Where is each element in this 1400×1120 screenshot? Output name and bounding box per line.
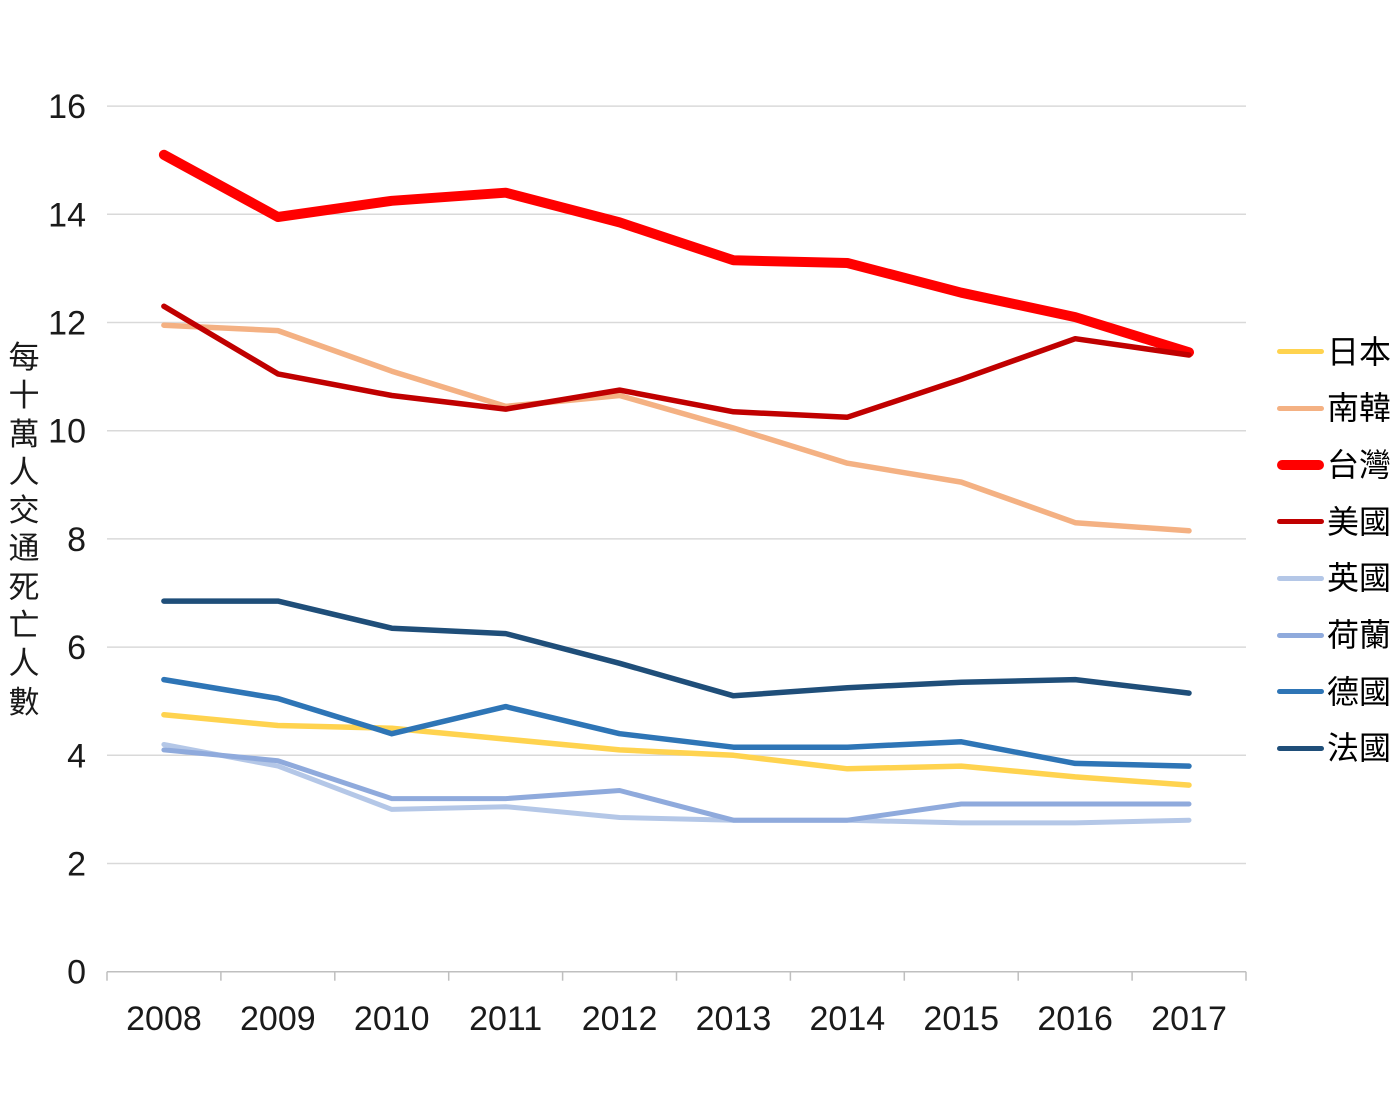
- series-line-uk: [161, 742, 1192, 826]
- x-tick-label: 2013: [696, 1000, 772, 1038]
- y-tick-label: 8: [67, 521, 86, 559]
- x-tick-label: 2014: [810, 1000, 886, 1038]
- x-axis-labels: 2008 2009 2010 2011 2012 2013 2014 2015 2016 2017: [126, 1000, 1227, 1038]
- x-tick-label: 2012: [582, 1000, 658, 1038]
- y-axis-title-char: 十: [8, 378, 40, 414]
- series-line-france: [161, 598, 1192, 699]
- y-axis-title-char: 亡: [8, 608, 40, 644]
- legend-item-south-korea: 南韓: [1277, 390, 1391, 426]
- x-tick-label: 2010: [354, 1000, 430, 1038]
- gridlines: [107, 105, 1246, 973]
- y-axis-title-char: 萬: [8, 416, 40, 452]
- y-tick-label: 0: [67, 954, 86, 992]
- legend-label-south-korea: 南韓: [1327, 390, 1392, 427]
- legend-label-germany: 德國: [1327, 673, 1392, 710]
- series-line-netherlands: [161, 747, 1192, 823]
- legend-swatch-taiwan-icon: [1277, 460, 1324, 471]
- legend-swatch-france-icon: [1277, 745, 1324, 752]
- legend-label-japan: 日本: [1327, 333, 1392, 370]
- y-tick-label: 6: [67, 629, 86, 667]
- legend-item-taiwan: 台灣: [1277, 447, 1391, 483]
- y-tick-label: 16: [48, 88, 86, 126]
- series-line-south-korea: [161, 322, 1192, 534]
- legend-label-taiwan: 台灣: [1327, 447, 1392, 484]
- legend-swatch-japan-icon: [1277, 348, 1324, 355]
- series-line-taiwan: [158, 149, 1194, 358]
- legend-item-germany: 德國: [1277, 674, 1391, 710]
- y-tick-label: 10: [48, 413, 86, 451]
- y-axis-title-char: 人: [8, 646, 40, 682]
- y-tick-label: 12: [48, 305, 86, 343]
- y-axis-title: 每十萬人交通死亡人數: [4, 339, 44, 722]
- legend-item-usa: 美國: [1277, 504, 1391, 540]
- legend-label-netherlands: 荷蘭: [1327, 617, 1392, 653]
- legend-item-netherlands: 荷蘭: [1277, 617, 1391, 653]
- series-line-usa: [161, 303, 1192, 420]
- y-axis-title-char: 交: [8, 493, 40, 529]
- x-tick-label: 2011: [469, 1000, 542, 1038]
- legend-item-japan: 日本: [1277, 334, 1391, 370]
- y-tick-label: 14: [48, 196, 86, 234]
- series-lines: [158, 149, 1194, 826]
- y-tick-label: 2: [67, 846, 86, 884]
- x-tick-label: 2009: [240, 1000, 316, 1038]
- legend-item-france: 法國: [1277, 730, 1391, 766]
- legend-swatch-south-korea-icon: [1277, 405, 1324, 412]
- y-axis-title-char: 通: [8, 531, 40, 567]
- legend-label-usa: 美國: [1327, 503, 1392, 540]
- x-axis-ticks: [106, 971, 1247, 981]
- series-line-japan: [161, 711, 1192, 788]
- legend-label-france: 法國: [1327, 730, 1392, 767]
- series-line-germany: [161, 676, 1192, 769]
- legend-swatch-germany-icon: [1277, 688, 1324, 695]
- legend-item-uk: 英國: [1277, 560, 1391, 596]
- legend-swatch-usa-icon: [1277, 518, 1324, 525]
- legend-swatch-uk-icon: [1277, 575, 1324, 581]
- legend-swatch-netherlands-icon: [1277, 632, 1324, 638]
- y-axis-title-char: 人: [8, 454, 40, 490]
- y-tick-label: 4: [67, 737, 86, 775]
- x-tick-label: 2016: [1037, 1000, 1113, 1038]
- x-tick-label: 2017: [1151, 1000, 1227, 1038]
- y-axis-title-char: 數: [8, 684, 40, 720]
- y-axis-title-char: 死: [8, 569, 40, 605]
- y-axis-title-char: 每: [8, 340, 40, 375]
- x-tick-label: 2008: [126, 1000, 202, 1038]
- legend-label-uk: 英國: [1327, 560, 1392, 597]
- x-tick-label: 2015: [923, 1000, 999, 1038]
- y-axis-labels: 0 2 4 6 8 10 12 14 16: [48, 88, 86, 992]
